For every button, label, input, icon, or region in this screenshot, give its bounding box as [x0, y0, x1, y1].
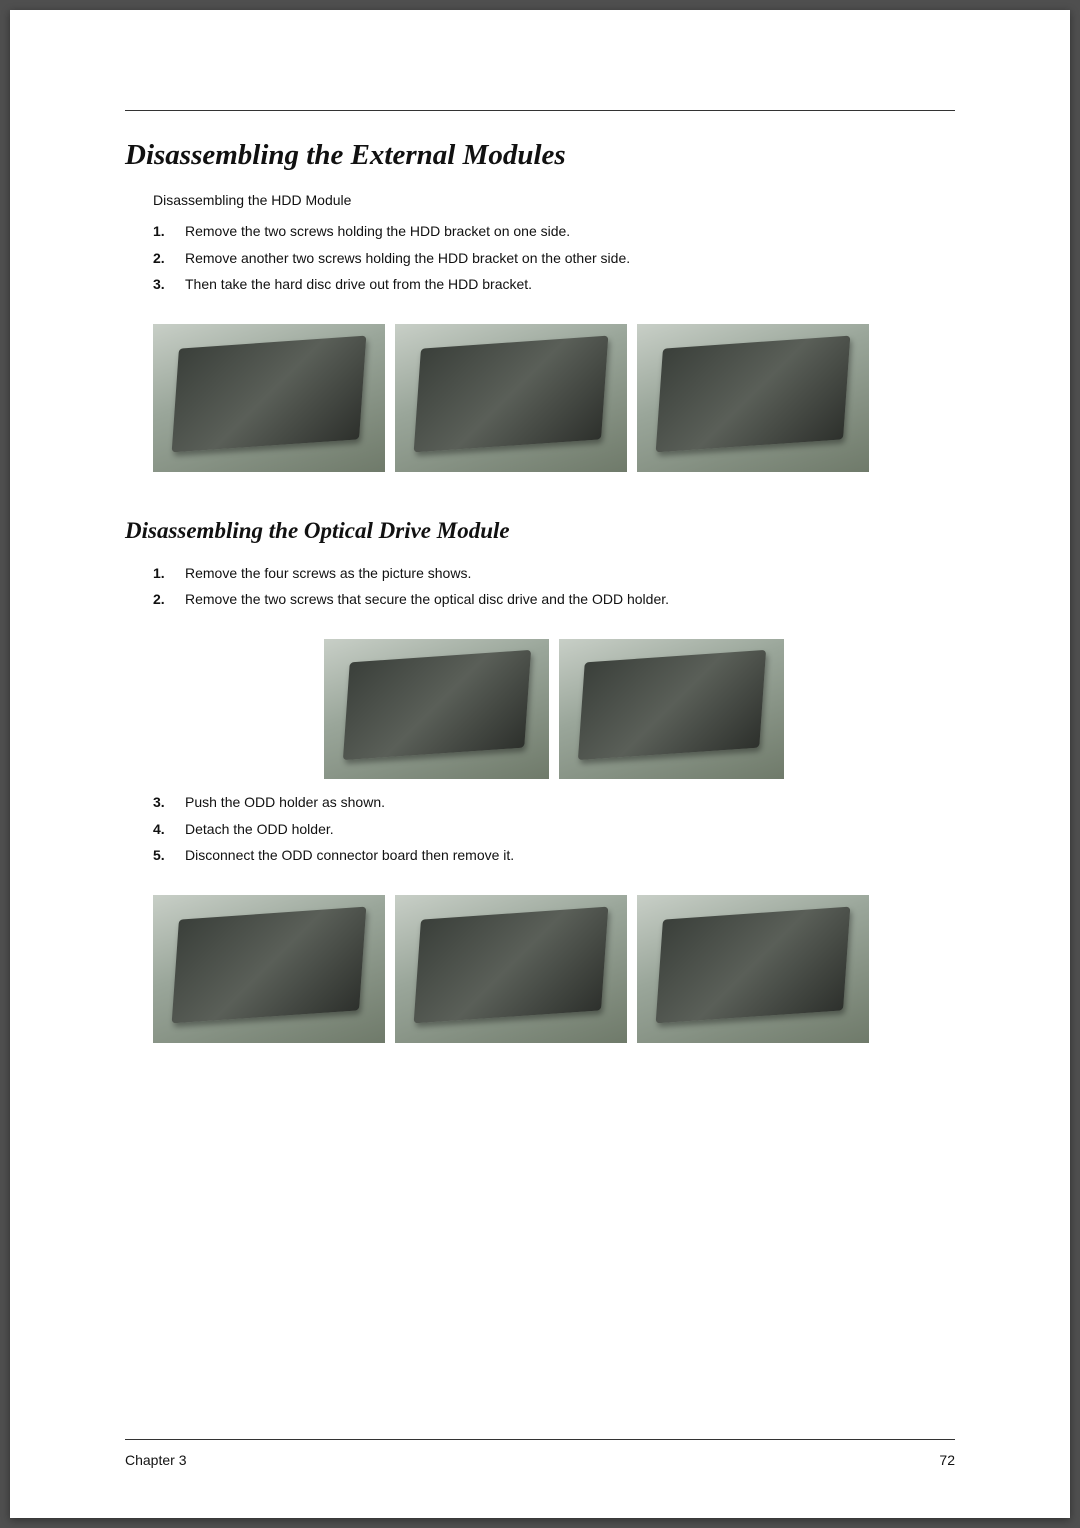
hdd-photo-3	[637, 324, 869, 472]
footer-chapter: Chapter 3	[125, 1452, 186, 1468]
list-item: Detach the ODD holder.	[153, 816, 955, 843]
list-item: Remove another two screws holding the HD…	[153, 245, 955, 272]
odd-image-row-b	[153, 895, 955, 1043]
list-item: Disconnect the ODD connector board then …	[153, 842, 955, 869]
odd-photo-b3	[637, 895, 869, 1043]
odd-photo-b2	[395, 895, 627, 1043]
list-item: Remove the two screws that secure the op…	[153, 586, 955, 613]
page-footer: Chapter 3 72	[125, 1439, 955, 1468]
list-item: Push the ODD holder as shown.	[153, 789, 955, 816]
top-rule	[125, 110, 955, 111]
list-item: Then take the hard disc drive out from t…	[153, 271, 955, 298]
hdd-image-row	[153, 324, 955, 472]
main-heading: Disassembling the External Modules	[125, 139, 955, 172]
footer-page-number: 72	[939, 1452, 955, 1468]
odd-photo-b1	[153, 895, 385, 1043]
document-page: Disassembling the External Modules Disas…	[10, 10, 1070, 1518]
hdd-intro: Disassembling the HDD Module	[153, 192, 955, 208]
list-item: Remove the four screws as the picture sh…	[153, 560, 955, 587]
odd-heading: Disassembling the Optical Drive Module	[125, 518, 955, 544]
odd-photo-a2	[559, 639, 784, 779]
odd-steps-list-b: Push the ODD holder as shown. Detach the…	[153, 789, 955, 869]
odd-steps-list-a: Remove the four screws as the picture sh…	[153, 560, 955, 613]
list-item: Remove the two screws holding the HDD br…	[153, 218, 955, 245]
odd-image-row-a	[153, 639, 955, 779]
hdd-steps-list: Remove the two screws holding the HDD br…	[153, 218, 955, 298]
odd-photo-a1	[324, 639, 549, 779]
hdd-photo-2	[395, 324, 627, 472]
hdd-photo-1	[153, 324, 385, 472]
